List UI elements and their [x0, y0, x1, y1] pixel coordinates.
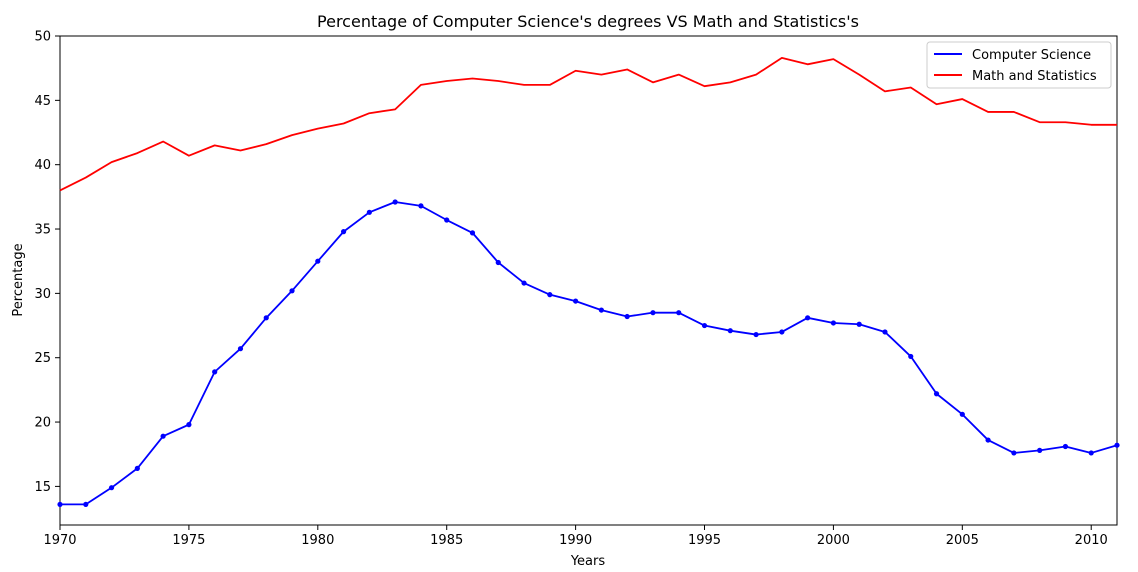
data-point-computer-science	[1088, 450, 1094, 456]
data-point-computer-science	[340, 229, 347, 235]
series-line-math-and-statistics	[59, 56, 1117, 192]
y-tick-label: 20	[34, 416, 51, 431]
data-point-computer-science	[650, 310, 656, 316]
x-tick-label: 2010	[1075, 533, 1108, 548]
x-tick-label: 1995	[688, 533, 721, 548]
data-point-computer-science	[495, 259, 501, 266]
y-tick-label: 35	[34, 223, 51, 238]
data-point-computer-science	[315, 258, 321, 264]
data-point-computer-science	[469, 230, 476, 236]
x-axis-label: Years	[570, 554, 606, 569]
data-point-computer-science	[676, 310, 682, 316]
data-point-computer-science	[263, 315, 269, 321]
data-point-computer-science	[521, 280, 527, 286]
data-point-computer-science	[1114, 442, 1120, 448]
legend-entry-math-and-statistics: Math and Statistics	[972, 69, 1097, 84]
data-point-computer-science	[444, 217, 450, 223]
data-point-computer-science	[212, 369, 218, 375]
series-layer	[57, 56, 1120, 508]
data-point-computer-science	[392, 199, 398, 205]
data-point-computer-science	[933, 391, 940, 397]
data-point-computer-science	[418, 203, 424, 209]
data-point-computer-science	[624, 313, 630, 320]
data-point-computer-science	[908, 353, 914, 360]
y-tick-label: 30	[34, 287, 51, 302]
x-tick-label: 2000	[817, 533, 850, 548]
data-point-computer-science	[573, 298, 579, 304]
data-point-computer-science	[830, 320, 837, 326]
data-point-computer-science	[805, 315, 811, 321]
data-point-computer-science	[779, 329, 785, 335]
data-point-computer-science	[186, 422, 192, 428]
data-point-computer-science	[856, 321, 862, 327]
x-tick-label: 2005	[946, 533, 979, 548]
data-point-computer-science	[134, 465, 140, 471]
x-tick-label: 1985	[430, 533, 463, 548]
x-tick-label: 1990	[559, 533, 592, 548]
series-line-computer-science	[60, 201, 1118, 506]
y-axis-label: Percentage	[11, 243, 26, 316]
plot-frame	[59, 35, 1118, 526]
y-tick-label: 40	[34, 158, 51, 173]
y-tick-label: 45	[34, 94, 51, 109]
chart-title: Percentage of Computer Science's degrees…	[317, 12, 859, 31]
data-point-computer-science	[160, 433, 166, 439]
y-tick-label: 25	[34, 351, 51, 366]
legend: Computer Science Math and Statistics	[926, 41, 1112, 89]
data-point-computer-science	[1037, 447, 1043, 453]
data-point-computer-science	[547, 292, 553, 298]
data-point-computer-science	[108, 485, 115, 491]
data-point-computer-science	[1062, 443, 1069, 450]
y-tick-label: 50	[34, 30, 51, 45]
y-axis: 15 20 25 30 35 40 45 50	[34, 30, 60, 495]
x-tick-label: 1970	[43, 533, 76, 548]
legend-entry-computer-science: Computer Science	[972, 48, 1091, 63]
data-point-computer-science	[727, 328, 733, 334]
x-tick-label: 1980	[301, 533, 334, 548]
data-point-computer-science	[882, 329, 888, 335]
legend-box	[926, 41, 1112, 89]
data-point-computer-science	[57, 501, 63, 508]
x-tick-label: 1975	[172, 533, 205, 548]
data-point-computer-science	[83, 501, 89, 508]
data-point-computer-science	[237, 346, 244, 352]
data-point-computer-science	[753, 331, 759, 338]
x-axis: 1970 1975 1980 1985 1990 1995 2000 2005 2010	[43, 525, 1108, 548]
data-point-computer-science	[1011, 450, 1017, 456]
data-point-computer-science	[598, 307, 604, 313]
data-point-computer-science	[701, 322, 708, 329]
data-point-computer-science	[366, 209, 372, 215]
y-tick-label: 15	[34, 480, 51, 495]
data-point-computer-science	[985, 437, 991, 443]
data-point-computer-science	[959, 411, 965, 417]
data-point-computer-science	[289, 288, 295, 294]
